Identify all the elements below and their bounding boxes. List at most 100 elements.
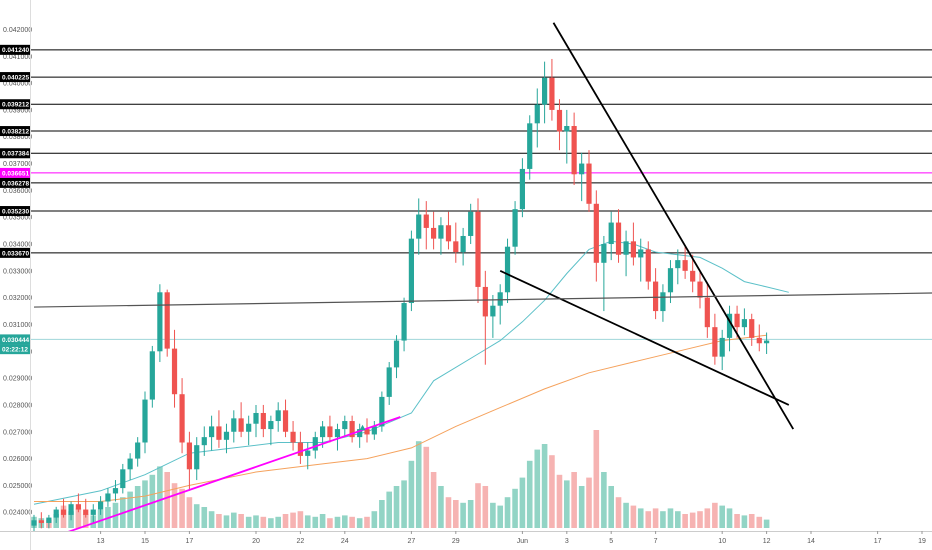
candle	[60, 498, 67, 518]
candle-body	[675, 260, 681, 269]
volume-bar	[748, 514, 755, 528]
candle	[623, 230, 629, 277]
volume-bar	[534, 449, 541, 528]
candle	[423, 201, 429, 250]
candle-body	[579, 163, 585, 175]
candle-body	[90, 509, 96, 515]
volume-bar	[415, 441, 422, 528]
candle	[386, 362, 392, 405]
candle-body	[98, 501, 104, 510]
volume-bar	[460, 502, 466, 528]
candle	[268, 415, 274, 446]
price-tag-label: 0.040225	[2, 74, 29, 81]
candle-body	[653, 281, 659, 312]
candle	[445, 211, 452, 250]
candle	[53, 506, 59, 523]
candle-body	[364, 429, 370, 435]
lower-wedge-line	[499, 270, 790, 406]
candle-body	[638, 249, 644, 258]
price-tag-label: 0.030444	[2, 337, 29, 344]
volume-bar	[564, 480, 570, 528]
candle-body	[630, 241, 636, 258]
x-axis-band	[0, 531, 932, 550]
volume-bar	[393, 486, 400, 528]
volume-bar	[223, 515, 230, 528]
candle	[749, 313, 755, 346]
volume-bar	[675, 511, 681, 528]
volume-bar	[697, 511, 703, 528]
candle-body	[282, 410, 289, 432]
y-tick-label: 0.038000	[3, 134, 32, 141]
candle-body	[608, 222, 614, 245]
moving-average-short-line	[33, 240, 789, 505]
candle-body	[726, 313, 733, 338]
volume-bar	[238, 514, 244, 528]
volume-bar	[164, 472, 170, 528]
candle-body	[697, 281, 703, 298]
candle	[112, 480, 119, 502]
volume-bar	[608, 486, 614, 528]
candle-body	[379, 396, 385, 427]
candle	[253, 404, 259, 438]
volume-bar	[179, 488, 185, 528]
price-tag: 0.039212	[0, 99, 30, 110]
candle-body	[623, 241, 629, 255]
volume-bar	[334, 516, 341, 528]
volume-bar	[342, 515, 348, 528]
volume-bar	[401, 480, 407, 528]
x-tick-label: 15	[141, 538, 149, 545]
candle-body	[231, 418, 237, 432]
price-tag: 02:22:12	[0, 344, 30, 355]
candle-body	[490, 305, 496, 317]
price-tag-box	[0, 99, 30, 110]
candle-body	[105, 493, 111, 502]
volume-bar	[208, 511, 215, 528]
volume-bar	[171, 483, 178, 528]
price-tag: 0.041240	[0, 44, 30, 55]
price-tag: 0.035230	[0, 206, 30, 217]
volume-bar	[556, 474, 563, 528]
horizontal-resistance-line	[33, 292, 932, 308]
candle	[231, 410, 237, 443]
y-tick-label: 0.040000	[3, 81, 32, 88]
volume-bar	[586, 477, 592, 528]
volume-bar	[253, 515, 259, 528]
price-tag: 0.038212	[0, 126, 30, 137]
y-tick-label: 0.033000	[3, 268, 32, 275]
candle	[75, 493, 81, 513]
x-tick-label: 7	[654, 538, 658, 545]
volume-bar	[371, 511, 378, 528]
candle	[453, 222, 459, 263]
x-tick-label: 20	[252, 538, 260, 545]
candle-body	[297, 442, 303, 456]
candle	[260, 404, 266, 438]
candle	[179, 378, 185, 454]
candle-body	[564, 126, 570, 132]
candle	[653, 268, 659, 320]
price-tag-label: 02:22:12	[2, 347, 28, 354]
volume-bar	[652, 508, 659, 528]
candle	[438, 217, 444, 255]
candle	[542, 61, 548, 124]
volume-bar	[75, 508, 82, 528]
volume-bar	[216, 514, 222, 528]
candle-body	[549, 77, 555, 110]
candle	[282, 399, 289, 438]
volume-bar	[193, 504, 200, 528]
candle	[120, 463, 126, 494]
candle	[534, 88, 540, 148]
candle	[379, 391, 385, 432]
candle-body	[527, 123, 533, 169]
candle	[216, 410, 222, 448]
candle-body	[719, 337, 725, 357]
candle-body	[519, 168, 525, 210]
volume-bar	[526, 460, 533, 528]
candle-body	[305, 450, 311, 456]
volume-bar	[149, 474, 156, 528]
candle	[608, 211, 614, 261]
candle	[90, 504, 96, 523]
candle	[667, 260, 674, 304]
